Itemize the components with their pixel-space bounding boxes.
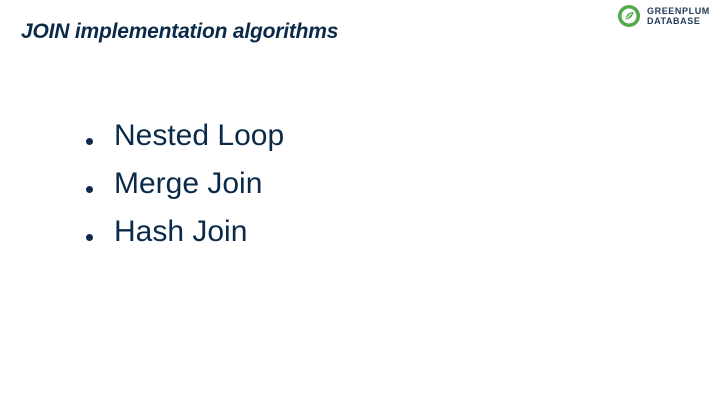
- bullet-list: Nested Loop Merge Join Hash Join: [86, 112, 284, 256]
- bullet-text-hash-join: Hash Join: [114, 215, 248, 248]
- list-item: Nested Loop: [86, 112, 284, 160]
- greenplum-logo: GREENPLUM DATABASE: [617, 4, 710, 28]
- greenplum-logo-icon: [618, 5, 640, 27]
- bullet-text-nested-loop: Nested Loop: [114, 119, 285, 152]
- slide-title: JOIN implementation algorithms: [21, 20, 339, 43]
- logo-text-line2: DATABASE: [647, 16, 701, 26]
- bullet-point: [86, 137, 93, 145]
- list-item: Merge Join: [86, 160, 284, 208]
- bullet-point: [86, 233, 93, 241]
- logo-wordmark: GREENPLUM DATABASE: [647, 6, 710, 26]
- logo-text-line1: GREENPLUM: [647, 6, 710, 16]
- list-item: Hash Join: [86, 208, 284, 256]
- bullet-point: [86, 185, 93, 193]
- bullet-text-merge-join: Merge Join: [114, 167, 263, 200]
